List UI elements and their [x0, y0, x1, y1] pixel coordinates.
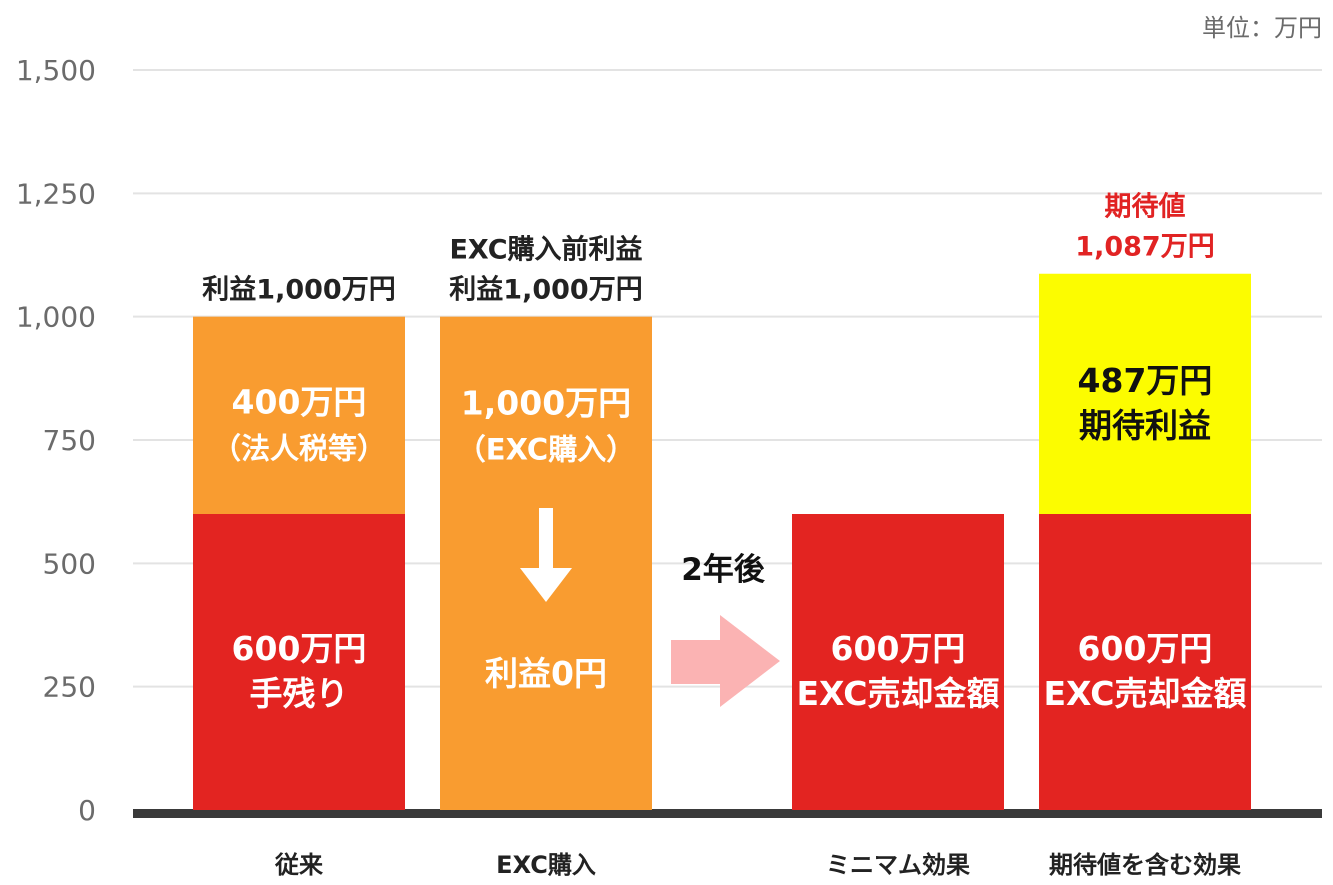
annotations: 2年後 — [671, 552, 780, 707]
y-tick-label: 1,000 — [16, 301, 96, 334]
y-axis: 0 250 500 750 1,000 1,250 1,500 — [16, 54, 96, 827]
bar-label: 600万円 — [1078, 629, 1213, 668]
bar-segment-0-1 — [193, 316, 405, 514]
x-axis-baseline — [133, 809, 1322, 818]
bar-top-label: 期待値 — [1105, 192, 1186, 223]
bar-label: EXC売却金額 — [796, 674, 999, 713]
y-tick-label: 750 — [43, 424, 96, 457]
bar-label: 手残り — [250, 674, 349, 713]
two-years-later-label: 2年後 — [681, 552, 766, 588]
bar-label: 487万円 — [1078, 361, 1213, 400]
bar-label: 400万円 — [232, 382, 367, 421]
bar-top-label: EXC購入前利益 — [449, 234, 642, 266]
y-tick-label: 250 — [43, 671, 96, 704]
bar-top-label: 1,087万円 — [1075, 232, 1214, 263]
bar-top-label: 利益1,000万円 — [449, 275, 642, 306]
down-arrow-head — [520, 568, 572, 602]
y-tick-label: 0 — [78, 794, 96, 827]
bar-label: 600万円 — [831, 629, 966, 668]
bar-bottom-label: 利益0円 — [485, 654, 607, 693]
y-tick-label: 1,500 — [16, 54, 96, 87]
bar-label: （法人税等） — [212, 431, 386, 465]
bar-segment-3-0 — [1039, 514, 1251, 810]
bar-segment-3-1 — [1039, 273, 1251, 514]
category-label: ミニマム効果 — [826, 851, 970, 879]
y-tick-label: 500 — [43, 547, 96, 580]
bar-label: 期待利益 — [1079, 406, 1211, 445]
bars: 600万円手残り400万円（法人税等）利益1,000万円従来1,000万円（EX… — [193, 192, 1251, 879]
unit-label: 単位：万円 — [1202, 14, 1322, 42]
bar-segment-0-0 — [193, 514, 405, 810]
down-arrow-shaft — [539, 508, 553, 570]
right-arrow — [671, 615, 780, 707]
y-tick-label: 1,250 — [16, 177, 96, 210]
category-label: 期待値を含む効果 — [1049, 851, 1241, 879]
bar-segment-2-0 — [792, 514, 1004, 810]
category-label: EXC購入 — [496, 851, 596, 879]
bar-label: （EXC購入） — [457, 433, 635, 467]
bar-label: EXC売却金額 — [1043, 674, 1246, 713]
bar-label: 1,000万円 — [461, 384, 631, 423]
bar-top-label: 利益1,000万円 — [202, 275, 395, 306]
bar-label: 600万円 — [232, 629, 367, 668]
category-label: 従来 — [274, 851, 324, 879]
